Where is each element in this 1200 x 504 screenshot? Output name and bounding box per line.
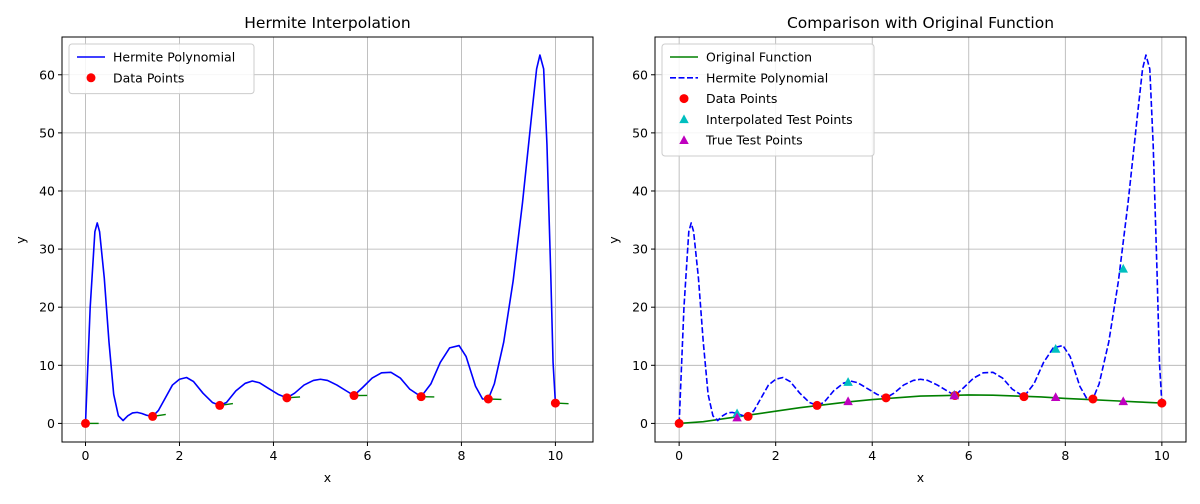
right-data-point [1019, 392, 1028, 401]
right-ytick-label: 0 [640, 416, 648, 431]
left-data-point [148, 412, 157, 421]
left-ytick-label: 50 [39, 125, 55, 140]
left-ytick-label: 0 [47, 416, 55, 431]
right-data-point [882, 393, 891, 402]
left-legend-label: Data Points [113, 70, 184, 85]
left-ytick-label: 30 [39, 242, 55, 257]
right-xtick-label: 10 [1154, 448, 1170, 463]
right-xtick-label: 4 [868, 448, 876, 463]
left-data-point [81, 419, 90, 428]
left-legend-marker-swatch [87, 73, 96, 82]
right-ytick-label: 50 [632, 125, 648, 140]
right-data-point [744, 412, 753, 421]
right-legend: Original Function Hermite Polynomial Data … [662, 44, 874, 156]
right-xtick-label: 0 [675, 448, 683, 463]
left-ytick-label: 40 [39, 183, 55, 198]
right-xlabel: x [917, 470, 924, 485]
right-ytick-label: 60 [632, 67, 648, 82]
right-legend-label: Hermite Polynomial [706, 70, 828, 85]
left-data-point [417, 392, 426, 401]
left-title: Hermite Interpolation [244, 14, 410, 32]
right-ytick-label: 30 [632, 242, 648, 257]
left-xlabel: x [324, 470, 331, 485]
left-data-point [551, 399, 560, 408]
right-data-point [675, 419, 684, 428]
left-xtick-label: 10 [547, 448, 563, 463]
left-ylabel: y [13, 236, 28, 244]
left-data-point [350, 391, 359, 400]
right-legend-label: Data Points [706, 91, 777, 106]
left-legend-label: Hermite Polynomial [113, 50, 235, 65]
right-ylabel: y [606, 236, 621, 244]
right-legend-marker-swatch [680, 94, 689, 103]
right-xtick-label: 2 [772, 448, 780, 463]
right-title: Comparison with Original Function [787, 14, 1054, 32]
right-ytick-label: 20 [632, 300, 648, 315]
right-xtick-label: 6 [965, 448, 973, 463]
right-legend-label: Original Function [706, 50, 812, 65]
left-xtick-label: 2 [176, 448, 184, 463]
right-data-point [1157, 399, 1166, 408]
left-ytick-label: 10 [39, 358, 55, 373]
left-ytick-label: 20 [39, 300, 55, 315]
right-data-point [1088, 395, 1097, 404]
right-xtick-label: 8 [1061, 448, 1069, 463]
right-legend-label: True Test Points [705, 133, 803, 148]
right-ytick-label: 10 [632, 358, 648, 373]
left-xtick-label: 6 [363, 448, 371, 463]
left-xtick-label: 0 [82, 448, 90, 463]
left-ytick-label: 60 [39, 67, 55, 82]
left-data-point [215, 401, 224, 410]
right-legend-label: Interpolated Test Points [706, 112, 853, 127]
left-data-point [484, 395, 493, 404]
left-xtick-label: 8 [457, 448, 465, 463]
right-data-point [813, 401, 822, 410]
left-data-point [282, 393, 291, 402]
left-xtick-label: 4 [269, 448, 277, 463]
right-ytick-label: 40 [632, 183, 648, 198]
left-legend: Hermite Polynomial Data Points [69, 44, 254, 94]
